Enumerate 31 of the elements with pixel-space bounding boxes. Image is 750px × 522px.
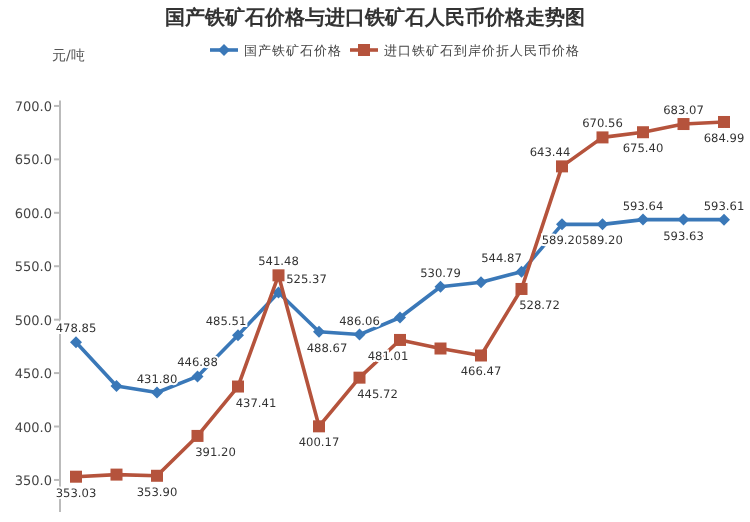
point	[272, 269, 285, 282]
point	[394, 333, 406, 346]
point	[353, 371, 366, 384]
point	[718, 213, 730, 226]
point	[556, 160, 568, 173]
point	[110, 379, 123, 392]
point	[718, 115, 730, 128]
point	[475, 349, 487, 362]
point	[596, 131, 609, 144]
point	[232, 329, 244, 342]
chart-title: 国产铁矿石价格与进口铁矿石人民币价格走势图	[165, 6, 585, 30]
point	[556, 218, 568, 231]
point	[191, 429, 204, 442]
point	[394, 311, 406, 324]
point	[70, 470, 82, 483]
point	[70, 336, 82, 349]
point	[151, 386, 163, 399]
point	[434, 280, 447, 293]
point	[151, 469, 163, 482]
point	[232, 380, 244, 393]
point	[677, 118, 690, 131]
point	[637, 126, 649, 139]
point	[475, 276, 487, 289]
point	[434, 342, 447, 355]
point	[637, 213, 649, 226]
point	[313, 420, 325, 433]
point	[110, 468, 123, 481]
point	[191, 370, 204, 383]
point	[353, 328, 366, 341]
point	[515, 282, 528, 295]
point	[313, 325, 325, 338]
